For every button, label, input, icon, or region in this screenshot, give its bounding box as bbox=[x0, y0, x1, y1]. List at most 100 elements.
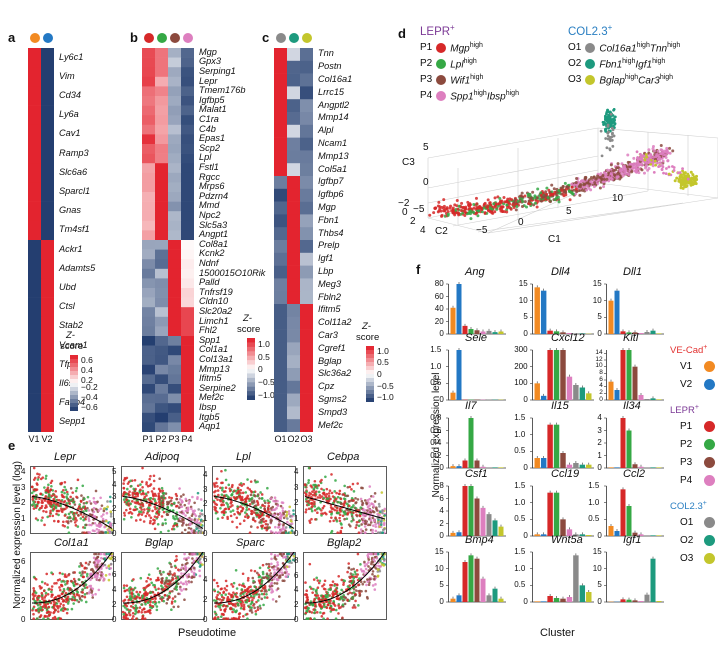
scatter-point bbox=[363, 525, 367, 528]
scatter-point bbox=[316, 496, 320, 499]
scatter-point bbox=[162, 570, 165, 574]
cluster-dot-v1 bbox=[29, 33, 40, 43]
scatter-point bbox=[94, 552, 98, 556]
scatter-point bbox=[582, 183, 586, 187]
scatter-point bbox=[268, 565, 271, 568]
scatter-point bbox=[154, 507, 157, 511]
scatter-point bbox=[234, 604, 237, 608]
y-tick: 0 bbox=[112, 529, 117, 538]
heatmap-cell bbox=[155, 297, 169, 308]
scatter-point bbox=[557, 200, 561, 204]
scatter-point bbox=[164, 518, 167, 522]
scatter-point bbox=[316, 579, 320, 582]
scatter-point bbox=[550, 183, 554, 187]
scatter-point bbox=[82, 501, 86, 505]
gene-title: Lepr bbox=[54, 451, 77, 463]
scatter-point bbox=[638, 152, 642, 156]
scatter-point bbox=[57, 513, 60, 517]
heatmap-cell bbox=[142, 172, 156, 183]
scatter-point bbox=[613, 118, 616, 122]
cluster-dot-p1 bbox=[143, 33, 154, 43]
scatter-point bbox=[276, 499, 279, 503]
scatter-point bbox=[330, 510, 333, 513]
scatter-point bbox=[231, 585, 235, 588]
scatter-point bbox=[177, 506, 181, 510]
scatter-point bbox=[93, 522, 97, 525]
scatter-point bbox=[220, 598, 224, 602]
scatter-point bbox=[250, 512, 254, 516]
scatter-point bbox=[252, 516, 255, 520]
scatter-point bbox=[245, 612, 249, 616]
heatmap-cell bbox=[28, 278, 42, 298]
gene-label: Mef2c bbox=[199, 392, 225, 403]
heatmap-cell bbox=[168, 144, 182, 154]
gene-label: Cldn10 bbox=[199, 296, 229, 307]
scatter-point bbox=[364, 528, 368, 531]
scatter-point bbox=[42, 589, 46, 593]
scatter-point bbox=[44, 494, 48, 498]
scatter-point bbox=[250, 509, 254, 513]
scatter-point bbox=[140, 480, 144, 484]
scatter-point bbox=[38, 473, 41, 476]
scatter-point bbox=[175, 523, 179, 527]
colorbar-step bbox=[70, 399, 78, 404]
heatmap-cell bbox=[142, 393, 156, 404]
scatter-point bbox=[307, 494, 311, 497]
scatter-point bbox=[93, 515, 97, 518]
y-tick: 6 bbox=[203, 555, 208, 564]
scatter-point bbox=[226, 505, 230, 509]
heatmap-cell bbox=[300, 393, 313, 407]
scatter-point bbox=[143, 495, 147, 499]
scatter-point bbox=[563, 181, 567, 185]
scatter-point bbox=[520, 197, 524, 201]
cluster-dot-p4 bbox=[182, 33, 193, 43]
scatter-point bbox=[692, 175, 696, 179]
scatter-point bbox=[52, 519, 56, 523]
gene-label: Slc20a2 bbox=[199, 306, 233, 316]
panel-label-f: f bbox=[416, 262, 421, 277]
scatter-point bbox=[250, 500, 254, 504]
scatter-point bbox=[663, 153, 667, 157]
scatter-point bbox=[172, 527, 176, 531]
scatter-point bbox=[43, 582, 47, 585]
scatter-point bbox=[178, 516, 182, 520]
scatter-point bbox=[455, 198, 459, 202]
scatter-point bbox=[158, 477, 161, 481]
heatmap-cell bbox=[300, 60, 313, 74]
gene-label: Cav1 bbox=[59, 128, 81, 139]
scatter-point bbox=[176, 517, 179, 520]
scatter-point bbox=[152, 487, 156, 490]
scatter-point bbox=[71, 595, 75, 599]
gene-label: Vcam1 bbox=[59, 339, 88, 350]
gene-label: Col5a1 bbox=[318, 163, 348, 174]
scatter-point bbox=[32, 507, 36, 510]
panel-label-c: c bbox=[262, 30, 270, 45]
scatter-point bbox=[616, 172, 620, 176]
scatter-point bbox=[186, 561, 189, 565]
scatter-point bbox=[157, 494, 161, 498]
colorbar-step bbox=[247, 351, 255, 357]
scatter-point bbox=[109, 510, 113, 514]
scatter-point bbox=[236, 507, 239, 511]
scatter-point bbox=[133, 478, 137, 482]
scatter-point bbox=[235, 525, 239, 529]
scatter-point bbox=[138, 491, 141, 494]
heatmap-cell bbox=[300, 291, 313, 305]
scatter-point bbox=[618, 169, 622, 173]
scatter-point bbox=[667, 165, 671, 169]
scatter-point bbox=[269, 512, 273, 516]
scatter-point bbox=[362, 517, 365, 520]
scatter-point bbox=[381, 511, 384, 515]
scatter-point bbox=[125, 501, 128, 504]
scatter-point bbox=[41, 608, 44, 612]
scatter-point bbox=[200, 520, 204, 523]
scatter-point bbox=[49, 611, 52, 614]
scatter-point bbox=[343, 484, 346, 488]
scatter-point bbox=[315, 611, 319, 614]
scatter-point bbox=[69, 519, 73, 523]
scatter-point bbox=[675, 176, 679, 180]
scatter-point bbox=[253, 585, 256, 588]
scatter-point bbox=[350, 506, 353, 509]
heatmap-cell bbox=[287, 99, 301, 113]
scatter-point bbox=[643, 158, 647, 162]
